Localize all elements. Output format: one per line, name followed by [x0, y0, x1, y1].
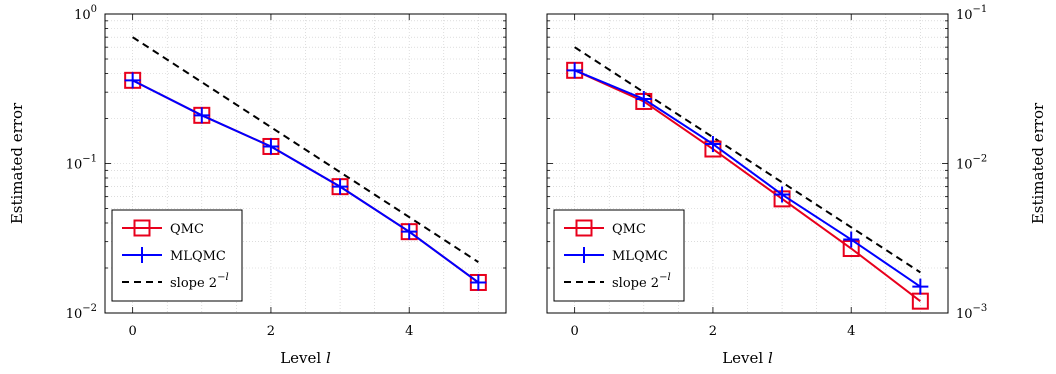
data-point — [843, 231, 860, 248]
y-tick-label: 10−3 — [956, 303, 987, 322]
data-point — [566, 62, 583, 79]
y-tick-label: 10−1 — [956, 4, 987, 23]
x-tick-label: 2 — [709, 324, 717, 339]
x-tick-label: 4 — [847, 324, 855, 339]
y-axis-label: Estimated error — [8, 102, 26, 224]
legend-marker — [576, 247, 592, 263]
y-tick-label: 10−2 — [956, 154, 987, 173]
legend-label: MLQMC — [170, 249, 226, 264]
data-point — [124, 72, 141, 89]
y-axis-label: Estimated error — [1029, 102, 1047, 224]
x-tick-label: 0 — [571, 324, 579, 339]
data-point — [470, 274, 487, 291]
series-line — [132, 36, 479, 263]
axis-ticks — [105, 13, 506, 314]
x-tick-label: 2 — [267, 324, 275, 339]
series-line — [574, 46, 921, 274]
data-point — [193, 107, 210, 124]
legend-label: QMC — [612, 222, 646, 237]
x-axis-label: Level l — [280, 349, 331, 367]
legend-marker — [133, 219, 151, 237]
legend-label: slope 2−l — [170, 272, 229, 291]
legend-marker — [134, 247, 150, 263]
data-point — [912, 278, 929, 295]
legend-item: QMC — [122, 219, 204, 237]
data-point — [704, 136, 721, 153]
chart-2: 0 2 4 10−3 10−2 10−1 Level l Estimated error QMC… — [546, 4, 1047, 367]
chart-1: 0 2 4 10−2 10−1 100 Level l Estimated error QMC M… — [8, 4, 507, 367]
data-point — [401, 223, 418, 240]
series-line — [574, 69, 921, 288]
legend: QMC MLQMC slope 2−l — [111, 209, 243, 302]
series-slope-2 — [574, 46, 921, 274]
legend-item: MLQMC — [122, 247, 226, 264]
legend-item: MLQMC — [564, 247, 668, 264]
y-tick-label: 10−2 — [66, 303, 97, 322]
series-line — [132, 79, 479, 284]
x-tick-label: 4 — [405, 324, 413, 339]
legend-label: slope 2−l — [612, 272, 671, 291]
legend-item: slope 2−l — [122, 272, 229, 291]
axis-ticks — [547, 13, 948, 314]
data-point — [332, 178, 349, 195]
y-tick-label: 10−1 — [66, 154, 97, 173]
data-point — [262, 138, 279, 155]
data-point — [774, 186, 791, 203]
legend-marker — [575, 219, 593, 237]
x-tick-label: 0 — [129, 324, 137, 339]
series-mlqmc — [566, 62, 929, 295]
x-axis-label: Level l — [722, 349, 773, 367]
data-point — [635, 91, 652, 108]
legend-label: QMC — [170, 222, 204, 237]
series-line — [574, 69, 921, 302]
legend-item: slope 2−l — [564, 272, 671, 291]
series-mlqmc — [124, 72, 487, 291]
legend-item: QMC — [564, 219, 646, 237]
series-slope-2 — [132, 36, 479, 263]
legend: QMC MLQMC slope 2−l — [553, 209, 685, 302]
legend-label: MLQMC — [612, 249, 668, 264]
y-tick-label: 100 — [74, 4, 97, 23]
